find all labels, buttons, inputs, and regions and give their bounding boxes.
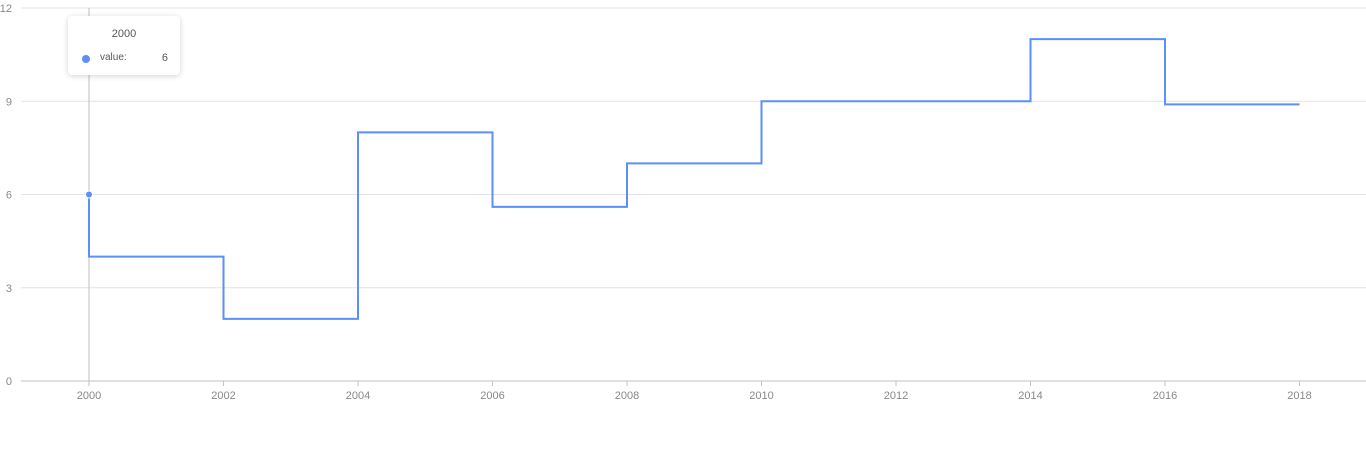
y-axis-tick-labels: 0 3 6 9 12 [0,3,12,388]
y-tick-label: 0 [6,376,12,388]
x-axis [21,380,1366,386]
series-step-line[interactable] [88,38,1300,320]
x-tick-label: 2004 [346,390,370,402]
x-tick-label: 2018 [1287,390,1311,402]
y-tick-label: 12 [0,3,12,15]
x-tick-label: 2012 [884,390,908,402]
y-tick-label: 3 [6,283,12,295]
chart-tooltip: 2000 value: 6 [68,16,180,75]
tooltip-title: 2000 [111,28,137,40]
x-tick-label: 2010 [749,390,773,402]
x-tick-label: 2006 [480,390,504,402]
x-tick-label: 2016 [1153,390,1177,402]
tooltip-series-value: 6 [161,52,168,64]
tooltip-series-name: value: [100,52,127,63]
x-axis-tick-labels: 2000 2002 2004 2006 2008 2010 2012 2014 2016 2018 [77,390,1312,402]
tooltip-series-marker [82,55,90,63]
x-tick-label: 2002 [211,390,235,402]
x-tick-label: 2008 [615,390,639,402]
y-tick-label: 9 [6,96,12,108]
x-tick-label: 2014 [1018,390,1042,402]
gridlines [21,7,1366,289]
active-data-point[interactable] [85,190,93,199]
x-tick-label: 2000 [77,390,101,402]
y-tick-label: 6 [6,190,12,202]
